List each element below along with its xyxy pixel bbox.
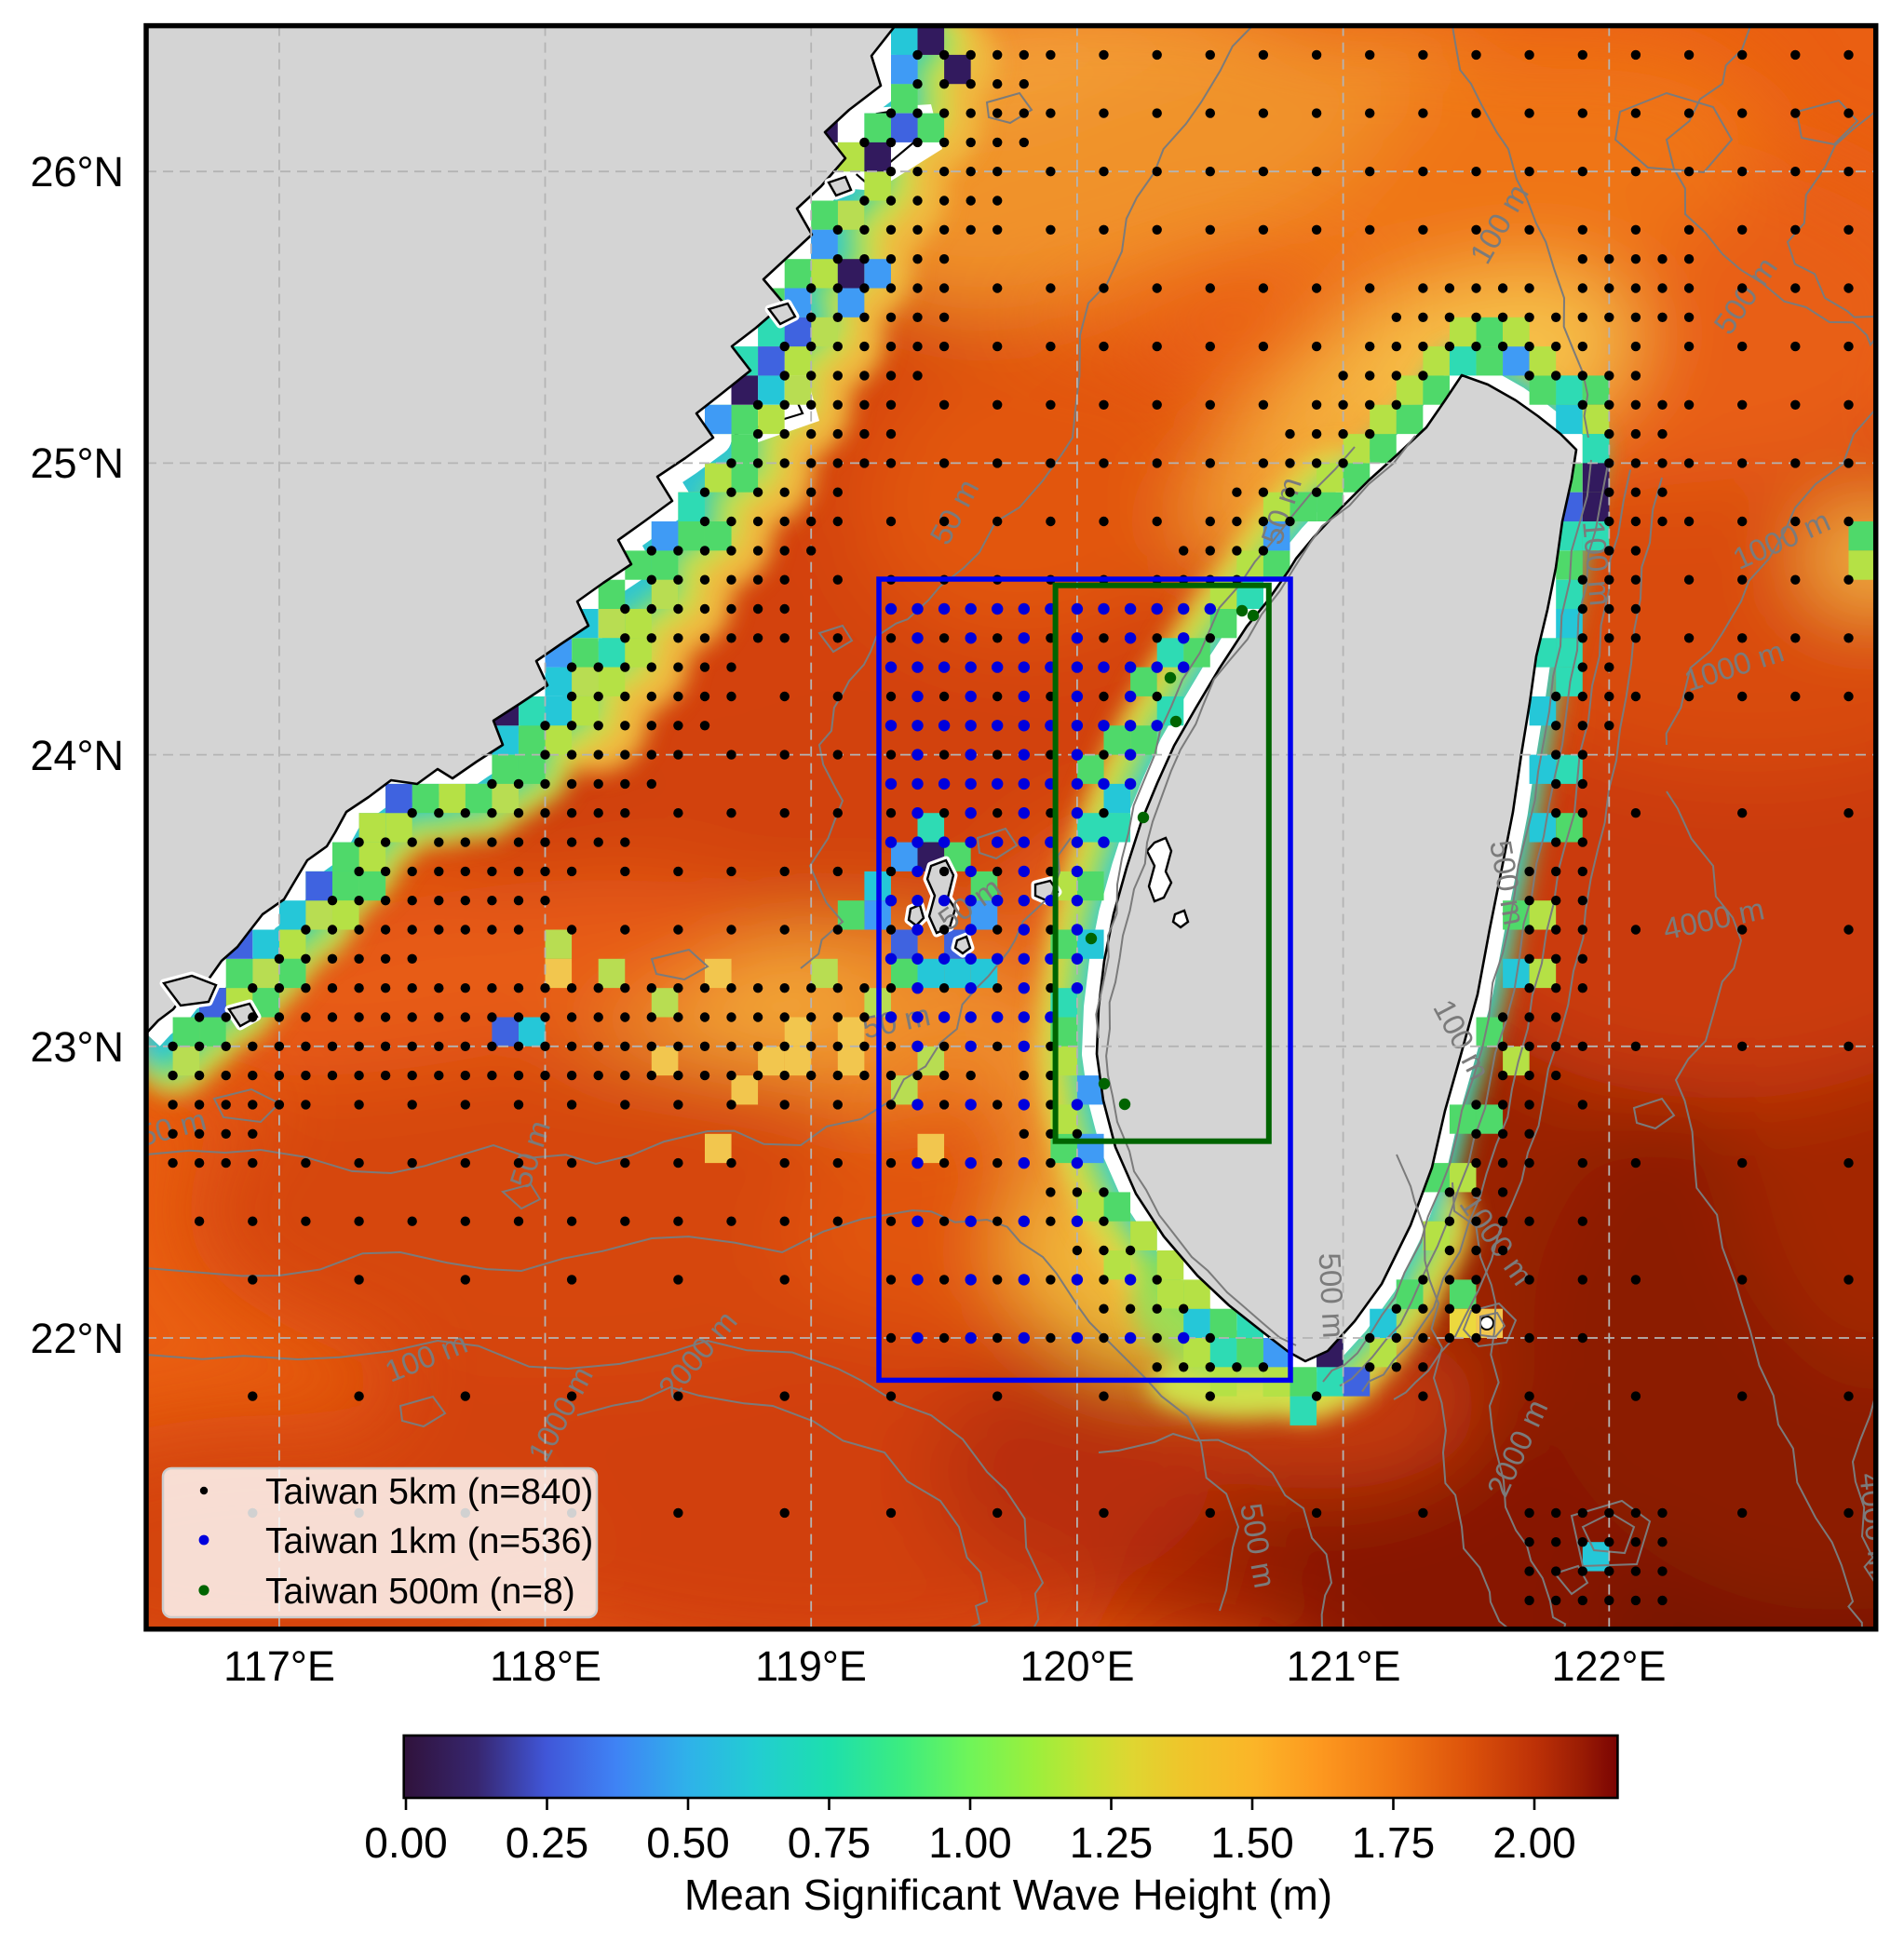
svg-text:1.25: 1.25 xyxy=(1070,1818,1154,1867)
svg-text:Taiwan 1km (n=536): Taiwan 1km (n=536) xyxy=(265,1521,593,1561)
svg-text:120°E: 120°E xyxy=(1020,1642,1134,1690)
svg-text:117°E: 117°E xyxy=(223,1642,335,1690)
svg-text:0.00: 0.00 xyxy=(364,1818,448,1867)
svg-text:119°E: 119°E xyxy=(755,1642,867,1690)
svg-text:26°N: 26°N xyxy=(30,148,124,196)
svg-text:0.75: 0.75 xyxy=(788,1818,871,1867)
svg-text:121°E: 121°E xyxy=(1286,1642,1400,1690)
svg-text:Taiwan 5km (n=840): Taiwan 5km (n=840) xyxy=(265,1472,593,1512)
svg-text:122°E: 122°E xyxy=(1551,1642,1666,1690)
svg-text:1.50: 1.50 xyxy=(1210,1818,1294,1867)
svg-text:1.00: 1.00 xyxy=(928,1818,1012,1867)
svg-text:500 m: 500 m xyxy=(1313,1252,1352,1340)
svg-text:25°N: 25°N xyxy=(30,439,124,487)
svg-text:118°E: 118°E xyxy=(490,1642,601,1690)
svg-text:23°N: 23°N xyxy=(30,1023,124,1071)
svg-text:1.75: 1.75 xyxy=(1352,1818,1436,1867)
svg-text:2.00: 2.00 xyxy=(1492,1818,1576,1867)
svg-text:0.25: 0.25 xyxy=(506,1818,589,1867)
svg-text:Taiwan 500m (n=8): Taiwan 500m (n=8) xyxy=(265,1572,575,1612)
svg-text:100 m: 100 m xyxy=(1576,520,1618,608)
svg-text:0.50: 0.50 xyxy=(646,1818,730,1867)
svg-text:24°N: 24°N xyxy=(30,732,124,779)
svg-text:22°N: 22°N xyxy=(30,1315,124,1362)
svg-text:Mean Significant Wave Height (: Mean Significant Wave Height (m) xyxy=(684,1871,1332,1919)
